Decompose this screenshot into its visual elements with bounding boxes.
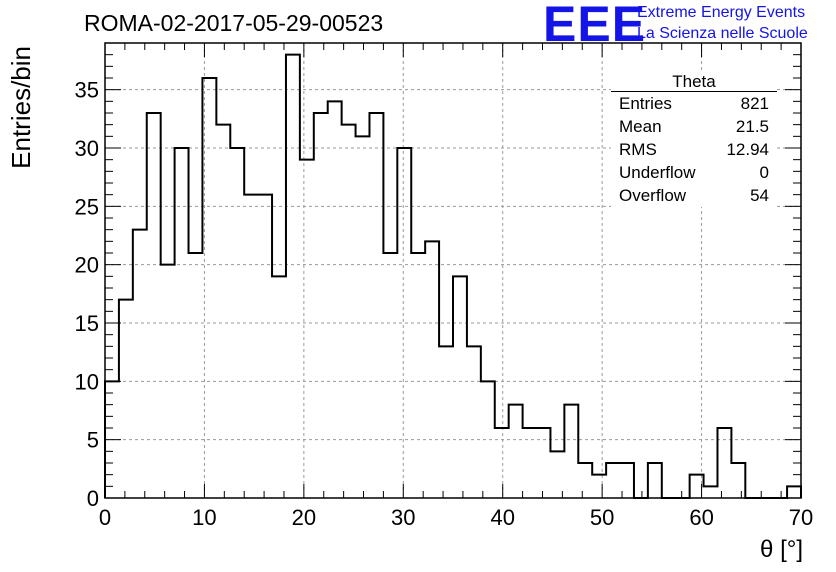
plot-frame <box>104 42 802 499</box>
eee-logo: EEE <box>543 0 647 52</box>
y-tick-labels: 0 5 10 15 20 25 30 35 <box>75 78 99 511</box>
stats-label: Overflow <box>619 186 687 205</box>
axis-ticks <box>104 42 802 499</box>
stats-value: 21.5 <box>735 117 769 136</box>
stats-label: Entries <box>619 94 672 113</box>
y-tick-label: 10 <box>75 369 99 394</box>
stats-label: Mean <box>619 117 662 136</box>
logo-line-2: La Scienza nelle Scuole <box>637 25 808 42</box>
x-tick-label: 30 <box>391 505 415 530</box>
x-tick-label: 60 <box>689 505 713 530</box>
x-tick-label: 50 <box>590 505 614 530</box>
stats-title: Theta <box>611 72 777 92</box>
y-tick-label: 0 <box>87 486 99 511</box>
y-tick-label: 30 <box>75 136 99 161</box>
stats-row: Mean 21.5 <box>611 115 777 138</box>
y-tick-label: 25 <box>75 194 99 219</box>
y-tick-label: 5 <box>87 428 99 453</box>
x-tick-label: 40 <box>490 505 514 530</box>
stats-label: Underflow <box>619 163 696 182</box>
logo-line-1: Extreme Energy Events <box>637 4 806 21</box>
stats-value: 821 <box>740 94 769 113</box>
x-tick-labels: 0 10 20 30 40 50 60 70 <box>99 505 813 530</box>
stats-value: 0 <box>759 163 769 182</box>
x-axis-title: θ [°] <box>760 536 803 563</box>
stats-row: RMS 12.94 <box>611 138 777 161</box>
stats-row: Overflow 54 <box>611 184 777 207</box>
y-tick-label: 35 <box>75 78 99 103</box>
stats-value: 12.94 <box>726 140 769 159</box>
x-tick-label: 10 <box>192 505 216 530</box>
run-title: ROMA-02-2017-05-29-00523 <box>84 10 384 36</box>
y-axis-title: Entries/bin <box>6 46 36 169</box>
stats-label: RMS <box>619 140 657 159</box>
y-tick-label: 15 <box>75 311 99 336</box>
x-tick-label: 70 <box>789 505 813 530</box>
y-tick-label: 20 <box>75 253 99 278</box>
stats-value: 54 <box>750 186 769 205</box>
x-tick-label: 0 <box>99 505 111 530</box>
stats-box: Theta Entries 821 Mean 21.5 RMS 12.94 Underflo… <box>611 72 777 207</box>
stats-row: Entries 821 <box>611 92 777 115</box>
x-tick-label: 20 <box>292 505 316 530</box>
stats-row: Underflow 0 <box>611 161 777 184</box>
